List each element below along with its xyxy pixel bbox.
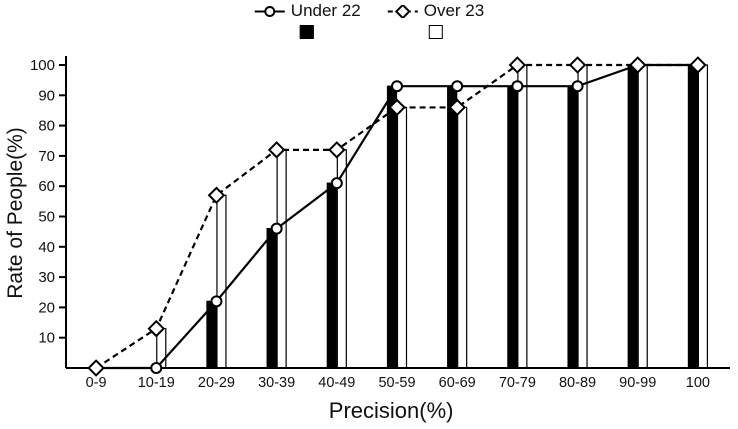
svg-text:60: 60 — [38, 178, 55, 195]
svg-text:80: 80 — [38, 118, 55, 135]
svg-text:30: 30 — [38, 269, 55, 286]
legend-item-under-22: Under 22 — [254, 1, 361, 39]
svg-text:20: 20 — [38, 299, 55, 316]
svg-text:60-69: 60-69 — [439, 375, 476, 391]
x-axis-title: Precision(%) — [328, 398, 454, 423]
svg-text:50: 50 — [38, 209, 55, 226]
svg-text:90-99: 90-99 — [619, 375, 656, 391]
svg-text:30-39: 30-39 — [258, 375, 295, 391]
svg-text:40: 40 — [38, 239, 55, 256]
svg-text:100: 100 — [686, 375, 710, 391]
legend-label-under-22: Under 22 — [290, 1, 361, 20]
circle-line-marker-icon — [254, 5, 285, 17]
svg-text:100: 100 — [30, 57, 55, 74]
svg-text:40-49: 40-49 — [318, 375, 355, 391]
svg-text:70-79: 70-79 — [499, 375, 536, 391]
legend-label-over-23: Over 23 — [423, 1, 485, 20]
legend-swatch-over-23 — [428, 25, 443, 39]
svg-text:20-29: 20-29 — [198, 375, 235, 391]
svg-text:80-89: 80-89 — [559, 375, 596, 391]
legend: Under 22 Over 23 — [254, 1, 484, 39]
svg-text:10: 10 — [38, 330, 55, 347]
svg-text:70: 70 — [38, 148, 55, 165]
svg-text:0-9: 0-9 — [86, 375, 107, 391]
legend-item-over-23: Over 23 — [387, 1, 484, 39]
legend-swatch-under-22 — [300, 25, 315, 39]
diamond-line-marker-icon — [387, 4, 418, 18]
svg-text:50-59: 50-59 — [378, 375, 415, 391]
svg-text:10-19: 10-19 — [138, 375, 175, 391]
svg-text:90: 90 — [38, 87, 55, 104]
